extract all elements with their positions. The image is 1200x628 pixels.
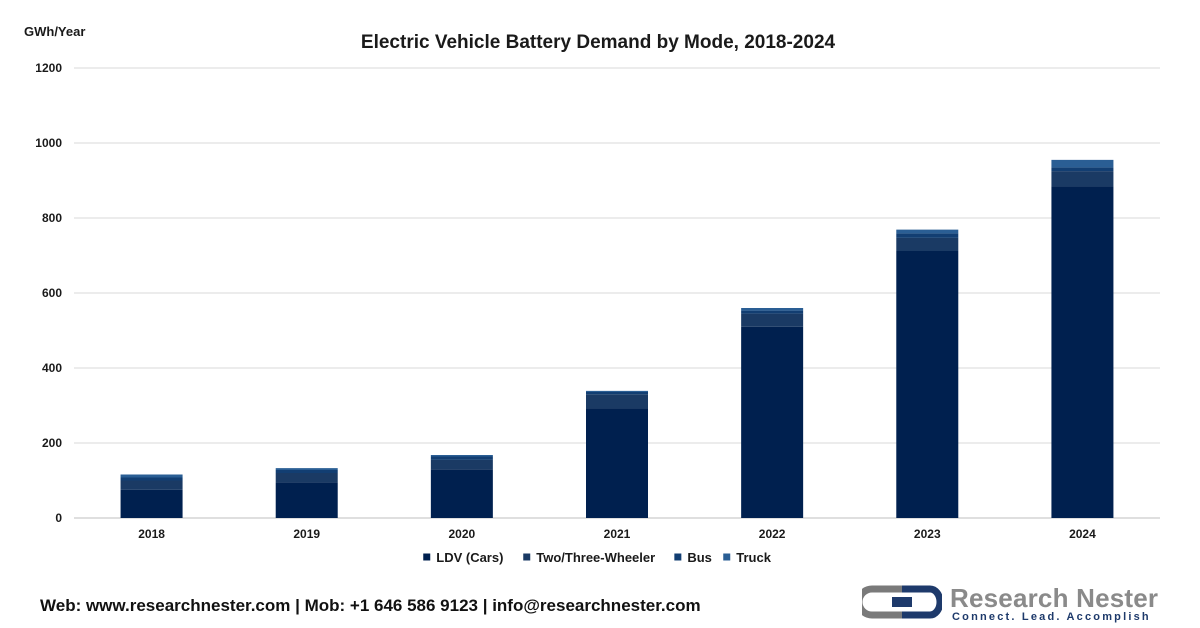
y-tick-label: 0 bbox=[55, 511, 62, 525]
x-axis-ticks: 2018 2019 2020 2021 2022 2023 2024 bbox=[138, 527, 1096, 541]
legend-label: Bus bbox=[687, 550, 712, 565]
bars bbox=[120, 159, 1114, 518]
bar-segment bbox=[275, 468, 338, 470]
bar-segment bbox=[741, 326, 804, 518]
x-tick-label: 2020 bbox=[449, 527, 476, 541]
y-axis-ticks: 0 200 400 600 800 1000 1200 bbox=[35, 61, 62, 525]
x-tick-label: 2019 bbox=[293, 527, 320, 541]
y-tick-label: 400 bbox=[42, 361, 62, 375]
legend-label: LDV (Cars) bbox=[436, 550, 503, 565]
x-tick-label: 2021 bbox=[604, 527, 631, 541]
bar-segment bbox=[896, 233, 959, 238]
bar-segment bbox=[741, 310, 804, 314]
bar-segment bbox=[741, 313, 804, 327]
bar-segment bbox=[120, 474, 183, 478]
grid-lines bbox=[74, 67, 1160, 519]
y-tick-label: 1000 bbox=[35, 136, 62, 150]
logo-tagline: Connect. Lead. Accomplish bbox=[952, 611, 1151, 623]
y-tick-label: 800 bbox=[42, 211, 62, 225]
bar-segment bbox=[896, 237, 959, 251]
legend-swatch bbox=[423, 553, 431, 561]
bar-segment bbox=[586, 394, 648, 409]
bar-segment bbox=[896, 229, 959, 234]
legend: LDV (Cars) Two/Three-Wheeler Bus Truck bbox=[423, 550, 772, 565]
bar-segment bbox=[1051, 167, 1114, 172]
bar-segment bbox=[586, 408, 648, 518]
legend-swatch bbox=[674, 553, 682, 561]
bar-segment bbox=[430, 455, 493, 457]
bar-segment bbox=[896, 251, 959, 518]
bar-segment bbox=[586, 390, 648, 392]
bar-segment bbox=[430, 459, 493, 470]
bar-segment bbox=[120, 477, 183, 481]
y-tick-label: 1200 bbox=[35, 61, 62, 75]
chart-title: Electric Vehicle Battery Demand by Mode,… bbox=[361, 32, 836, 53]
research-nester-logo: Research Nester Connect. Lead. Accomplis… bbox=[862, 583, 1182, 623]
bar-segment bbox=[1051, 171, 1114, 187]
y-tick-label: 200 bbox=[42, 436, 62, 450]
x-tick-label: 2024 bbox=[1069, 527, 1096, 541]
y-axis-label: GWh/Year bbox=[24, 24, 85, 39]
bar-segment bbox=[1051, 186, 1114, 518]
bar-segment bbox=[430, 456, 493, 460]
bar-segment bbox=[275, 473, 338, 483]
y-tick-label: 600 bbox=[42, 286, 62, 300]
bar-segment bbox=[430, 469, 493, 518]
legend-label: Two/Three-Wheeler bbox=[536, 550, 655, 565]
bar-segment bbox=[120, 489, 183, 518]
bar-segment bbox=[741, 308, 804, 311]
bar-segment bbox=[275, 470, 338, 473]
legend-label: Truck bbox=[736, 550, 771, 565]
x-tick-label: 2018 bbox=[138, 527, 165, 541]
footer-contact: Web: www.researchnester.com | Mob: +1 64… bbox=[40, 596, 701, 615]
legend-swatch bbox=[723, 553, 731, 561]
legend-swatch bbox=[523, 553, 531, 561]
bar-segment bbox=[1051, 159, 1114, 168]
bar-segment bbox=[120, 480, 183, 490]
bar-segment bbox=[275, 482, 338, 518]
x-tick-label: 2023 bbox=[914, 527, 941, 541]
x-tick-label: 2022 bbox=[759, 527, 786, 541]
logo-mark-icon bbox=[862, 585, 942, 619]
bar-segment bbox=[586, 392, 648, 395]
logo-name: Research Nester bbox=[950, 583, 1159, 613]
